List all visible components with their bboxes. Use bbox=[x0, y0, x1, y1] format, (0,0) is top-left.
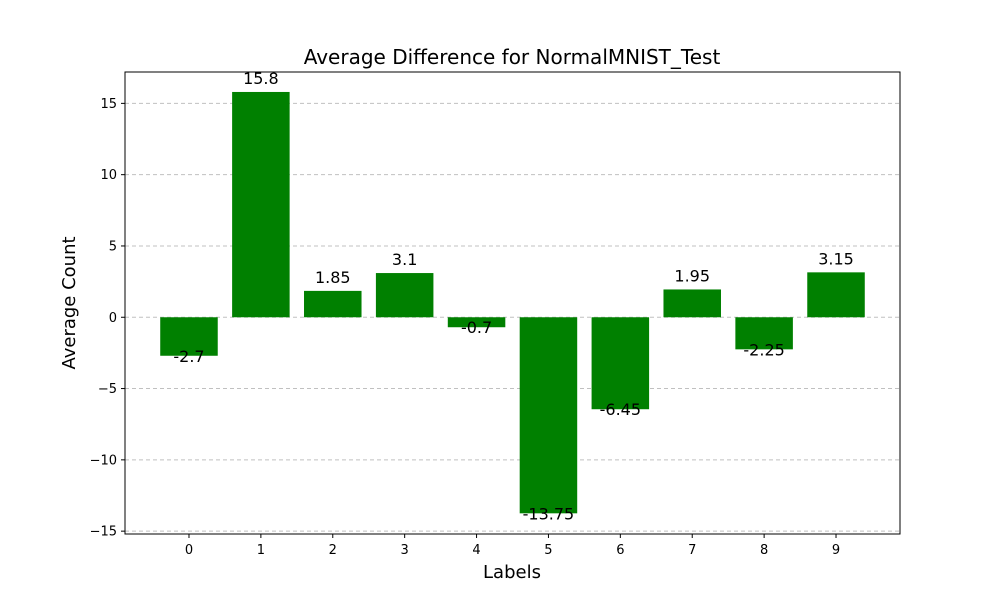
bar-8 bbox=[735, 317, 793, 350]
bars bbox=[160, 91, 865, 514]
y-tick-label: −15 bbox=[90, 525, 117, 540]
data-label: -13.75 bbox=[523, 504, 575, 523]
x-tick-label: 3 bbox=[401, 543, 409, 558]
chart-title: Average Difference for NormalMNIST_Test bbox=[304, 45, 721, 69]
data-label: 1.95 bbox=[674, 266, 710, 285]
y-tick-label: −5 bbox=[98, 382, 117, 397]
data-label: -6.45 bbox=[600, 400, 641, 419]
bar-5 bbox=[519, 317, 578, 514]
y-axis-ticks: −15 −10 −5 0 5 10 15 bbox=[90, 97, 125, 540]
x-tick-label: 1 bbox=[257, 543, 265, 558]
data-label: -0.7 bbox=[461, 318, 492, 337]
x-axis-ticks: 0 1 2 3 4 5 6 7 8 9 bbox=[185, 534, 840, 558]
bar-6 bbox=[591, 317, 650, 410]
data-label: 1.85 bbox=[315, 268, 351, 287]
y-axis-label: Average Count bbox=[59, 236, 80, 369]
x-tick-label: 4 bbox=[472, 543, 480, 558]
y-tick-label: 15 bbox=[100, 97, 117, 112]
data-label: 3.1 bbox=[392, 250, 417, 269]
bar-7 bbox=[663, 289, 721, 318]
x-tick-label: 0 bbox=[185, 543, 193, 558]
data-labels: -2.7 15.8 1.85 3.1 -0.7 -13.75 -6.45 1.95 -2.25 3… bbox=[173, 69, 853, 523]
data-label: -2.25 bbox=[743, 340, 784, 359]
data-label: -2.7 bbox=[173, 347, 204, 366]
bar-9 bbox=[807, 272, 865, 318]
bar-4 bbox=[447, 317, 506, 328]
y-tick-label: 10 bbox=[100, 168, 117, 183]
x-tick-label: 7 bbox=[688, 543, 696, 558]
y-tick-label: 0 bbox=[109, 311, 117, 326]
y-tick-label: 5 bbox=[109, 239, 117, 254]
data-label: 15.8 bbox=[243, 69, 279, 88]
data-label: 3.15 bbox=[818, 249, 854, 268]
y-tick-label: −10 bbox=[90, 453, 117, 468]
x-tick-label: 9 bbox=[832, 543, 840, 558]
x-tick-label: 5 bbox=[544, 543, 552, 558]
bar-3 bbox=[375, 273, 434, 318]
x-tick-label: 6 bbox=[616, 543, 624, 558]
bar-0 bbox=[160, 317, 218, 356]
x-axis-label: Labels bbox=[483, 562, 541, 583]
bar-2 bbox=[304, 290, 362, 318]
bar-1 bbox=[232, 91, 290, 318]
x-tick-label: 8 bbox=[760, 543, 768, 558]
plot-frame bbox=[124, 71, 901, 535]
x-tick-label: 2 bbox=[329, 543, 337, 558]
